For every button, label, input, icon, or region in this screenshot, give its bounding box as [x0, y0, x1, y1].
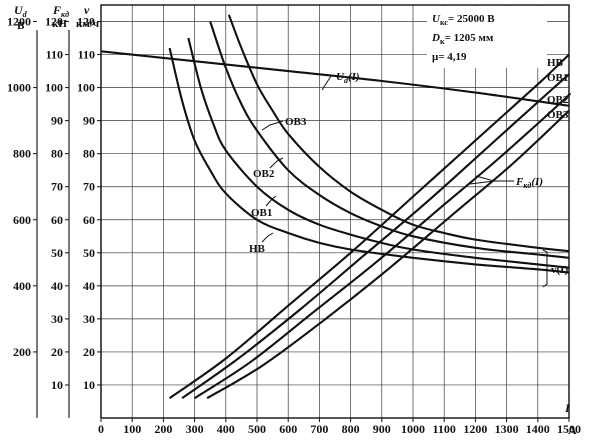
x-axis-unit: А — [568, 423, 577, 437]
left-tick-label: 70 — [83, 180, 95, 194]
left-tick-label: 110 — [78, 48, 95, 62]
series-v-НВ — [168, 47, 570, 274]
x-tick-label: 400 — [217, 422, 235, 436]
v-bracket — [542, 249, 548, 288]
x-tick-label: 1400 — [526, 422, 550, 436]
left-tick-label: 40 — [51, 279, 63, 293]
ob1-leader — [265, 195, 277, 207]
left-tick-label: 50 — [51, 246, 63, 260]
series-Fкд-ОВ1 — [181, 73, 570, 400]
x-tick-label: 1200 — [463, 422, 487, 436]
left-tick-label: 30 — [83, 312, 95, 326]
left-tick-label: 50 — [83, 246, 95, 260]
left-tick-label: 100 — [77, 81, 95, 95]
x-axis-symbol: I — [564, 401, 571, 415]
left-tick-label: 120 — [77, 15, 95, 29]
left-tick-label: 800 — [13, 147, 31, 161]
x-tick-label: 800 — [342, 422, 360, 436]
curves — [100, 14, 571, 400]
x-tick-label: 300 — [186, 422, 204, 436]
series-v-ОВ2 — [209, 21, 570, 259]
left-tick-label: 110 — [46, 48, 63, 62]
series-Fкд-ОВ2 — [194, 92, 571, 400]
x-tick-label: 1500 — [557, 422, 581, 436]
info-line-1: Uкс= 25000 В — [432, 13, 495, 27]
ob3-label: ОВ3 — [285, 116, 307, 128]
axis-headers: Ud В Fкд кН v км/ч I А — [14, 3, 577, 437]
ob1-label: ОВ1 — [251, 207, 272, 219]
left-tick-label: 90 — [83, 114, 95, 128]
x-tick-label: 1300 — [495, 422, 519, 436]
x-tick-label: 200 — [154, 422, 172, 436]
left-tick-label: 70 — [51, 180, 63, 194]
f-curve-end-label: ОВ3 — [547, 109, 569, 121]
left-tick-label: 80 — [51, 147, 63, 161]
v-axis-symbol: v — [84, 3, 90, 17]
left-tick-label: 1200 — [7, 15, 31, 29]
x-tick-label: 1000 — [401, 422, 425, 436]
f-curve-end-label: ОВ2 — [547, 94, 569, 106]
left-tick-label: 400 — [13, 279, 31, 293]
v-curve-label: v(I) — [551, 264, 568, 276]
nv-leader — [261, 232, 274, 243]
ob3-leader — [261, 120, 284, 131]
info-box: Uкс= 25000 В Dк= 1205 мм μ= 4,19 — [427, 6, 547, 68]
info-box-frame — [427, 6, 547, 68]
left-tick-label: 20 — [83, 345, 95, 359]
v-axis-unit: км/ч — [76, 18, 99, 30]
series-v-ОВ3 — [227, 14, 570, 253]
left-tick-label: 200 — [13, 345, 31, 359]
f-curve-end-label: НВ — [547, 57, 564, 69]
x-tick-label: 500 — [248, 422, 266, 436]
ob2-leader — [269, 157, 284, 169]
f-curve-end-label: ОВ1 — [547, 72, 568, 84]
left-tick-label: 120 — [45, 15, 63, 29]
left-tick-label: 90 — [51, 114, 63, 128]
f-curve-label: Fкд(I) — [515, 176, 543, 190]
x-tick-label: 600 — [279, 422, 297, 436]
curve-labels: НВ ОВ1 ОВ2 ОВ3 Ud(I) Fкд(I) v(I) ОВ3 ОВ2 ОВ1 НВ — [249, 57, 569, 288]
axes: 0 100 200 300 400 500 600 700 800 900 1000 1100 1200… — [7, 15, 581, 436]
grid-lines — [101, 5, 569, 418]
ud-curve-label: Ud(I) — [336, 71, 360, 85]
info-line-3: μ= 4,19 — [432, 51, 467, 63]
ud-axis-symbol: Ud — [14, 3, 28, 19]
x-tick-label: 1100 — [433, 422, 456, 436]
left-tick-label: 30 — [51, 312, 63, 326]
series-Fкд-ОВ3 — [206, 109, 570, 400]
left-tick-label: 60 — [51, 213, 63, 227]
left-tick-label: 600 — [13, 213, 31, 227]
left-tick-label: 10 — [51, 378, 63, 392]
f-axis-unit: кН — [52, 18, 67, 30]
left-tick-label: 80 — [83, 147, 95, 161]
ud-axis-unit: В — [17, 20, 25, 32]
x-tick-label: 0 — [98, 422, 104, 436]
ud-label-leader — [321, 75, 332, 91]
left-tick-label: 20 — [51, 345, 63, 359]
left-tick-label: 100 — [45, 81, 63, 95]
x-tick-label: 700 — [310, 422, 328, 436]
series-Fкд-НВ — [168, 53, 570, 400]
f-axis-symbol: Fкд — [52, 3, 69, 19]
series-v-ОВ1 — [187, 37, 570, 269]
x-tick-label: 900 — [373, 422, 391, 436]
ob2-label: ОВ2 — [253, 168, 275, 180]
x-tick-label: 100 — [123, 422, 141, 436]
left-tick-label: 60 — [83, 213, 95, 227]
info-line-2: Dк= 1205 мм — [431, 32, 494, 46]
series-Ud-Ud(I) — [100, 50, 570, 107]
left-tick-label: 40 — [83, 279, 95, 293]
left-tick-label: 10 — [83, 378, 95, 392]
f-label-leader-2 — [469, 180, 495, 185]
left-tick-label: 1000 — [7, 81, 31, 95]
nv-label: НВ — [249, 243, 266, 255]
